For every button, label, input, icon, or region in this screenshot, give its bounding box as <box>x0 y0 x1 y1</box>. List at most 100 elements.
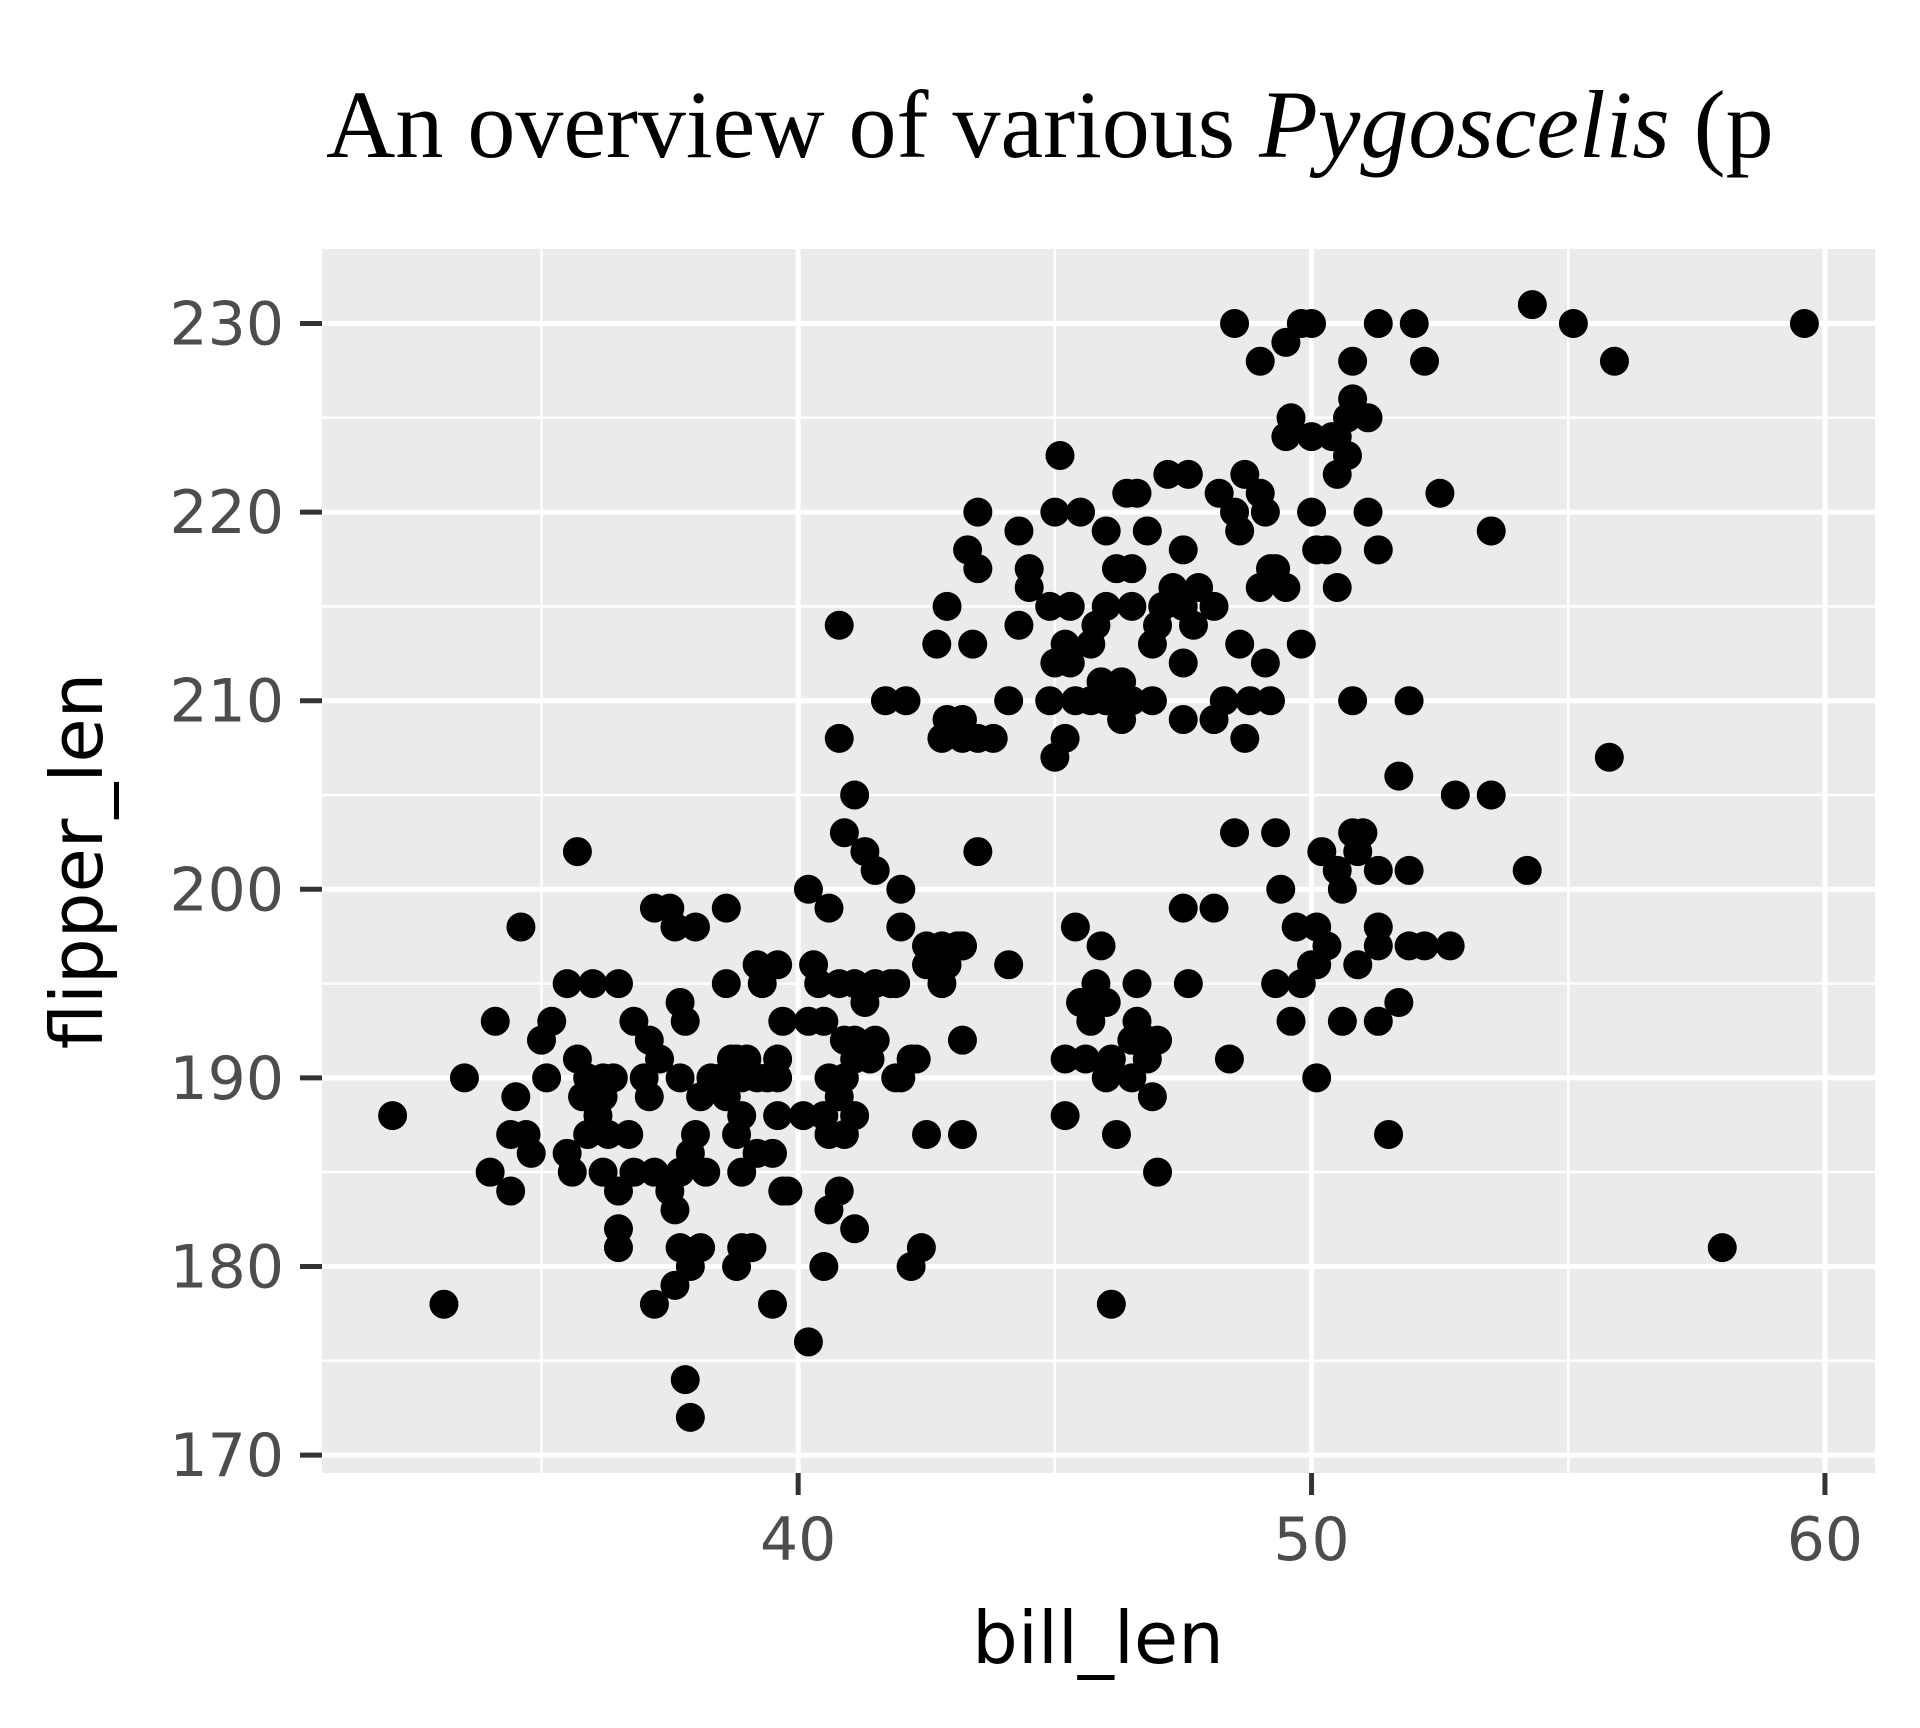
point <box>1076 629 1106 659</box>
point <box>1066 497 1096 527</box>
point <box>1122 969 1152 999</box>
point <box>947 1119 977 1149</box>
point <box>763 950 793 980</box>
point <box>978 723 1008 753</box>
point <box>963 837 993 867</box>
point <box>1173 969 1203 999</box>
point <box>1050 1101 1080 1131</box>
point <box>1122 478 1152 508</box>
point <box>994 686 1024 716</box>
point <box>1599 346 1629 376</box>
point <box>1594 742 1624 772</box>
point <box>881 969 911 999</box>
point <box>722 1251 752 1281</box>
plot-panel <box>322 249 1875 1473</box>
point <box>1312 535 1342 565</box>
point <box>619 1157 649 1187</box>
point <box>824 610 854 640</box>
point <box>732 1044 762 1074</box>
point <box>1363 855 1393 885</box>
point <box>1220 308 1250 338</box>
point <box>1338 686 1368 716</box>
point <box>1045 441 1075 471</box>
point <box>1707 1233 1737 1263</box>
point <box>537 1006 567 1036</box>
point <box>886 912 916 942</box>
point <box>809 1251 839 1281</box>
point <box>1245 346 1275 376</box>
point <box>1168 535 1198 565</box>
point <box>1363 931 1393 961</box>
point <box>501 1082 531 1112</box>
x-tick-label: 60 <box>1787 1505 1863 1575</box>
point <box>480 1006 510 1036</box>
point <box>1091 686 1121 716</box>
x-axis-title: bill_len <box>972 1596 1224 1680</box>
point <box>573 1119 603 1149</box>
chart-title: An overview of various Pygoscelis (p <box>326 71 1774 178</box>
point <box>1040 497 1070 527</box>
point <box>860 855 890 885</box>
point <box>757 1289 787 1319</box>
point <box>1789 308 1819 338</box>
point <box>722 1119 752 1149</box>
point <box>645 1044 675 1074</box>
title-italic: Pygoscelis <box>1258 71 1670 178</box>
point <box>1050 1044 1080 1074</box>
point <box>1394 855 1424 885</box>
point <box>665 1063 695 1093</box>
point <box>475 1157 505 1187</box>
point <box>809 1101 839 1131</box>
point <box>763 1101 793 1131</box>
point <box>1410 931 1440 961</box>
point <box>552 969 582 999</box>
point <box>665 1157 695 1187</box>
point <box>1137 686 1167 716</box>
point <box>1168 648 1198 678</box>
point <box>912 1119 942 1149</box>
point <box>870 686 900 716</box>
point <box>1399 308 1429 338</box>
point <box>891 686 921 716</box>
point <box>1338 346 1368 376</box>
point <box>1153 459 1183 489</box>
point <box>1178 610 1208 640</box>
point <box>850 987 880 1017</box>
point <box>793 874 823 904</box>
point <box>958 629 988 659</box>
point <box>896 1251 926 1281</box>
point <box>1230 723 1260 753</box>
point <box>1327 1006 1357 1036</box>
point <box>1332 403 1362 433</box>
point <box>557 1157 587 1187</box>
point <box>1117 591 1147 621</box>
point <box>562 837 592 867</box>
point <box>1297 497 1327 527</box>
point <box>1143 1157 1173 1187</box>
point <box>1168 893 1198 923</box>
point <box>793 1327 823 1357</box>
point <box>680 912 710 942</box>
title-text: An overview of various <box>326 71 1259 178</box>
point <box>1384 987 1414 1017</box>
point <box>660 1195 690 1225</box>
point <box>1384 761 1414 791</box>
point <box>1281 912 1311 942</box>
point <box>963 497 993 527</box>
point <box>1091 1063 1121 1093</box>
point <box>1014 573 1044 603</box>
point <box>1250 497 1280 527</box>
point <box>1235 686 1265 716</box>
point <box>1512 855 1542 885</box>
point <box>1261 554 1291 584</box>
point <box>1276 1006 1306 1036</box>
point <box>1394 686 1424 716</box>
point <box>1143 1025 1173 1055</box>
point <box>660 912 690 942</box>
point <box>814 1195 844 1225</box>
point <box>711 893 741 923</box>
point <box>763 1044 793 1074</box>
point <box>1117 554 1147 584</box>
point <box>804 969 834 999</box>
